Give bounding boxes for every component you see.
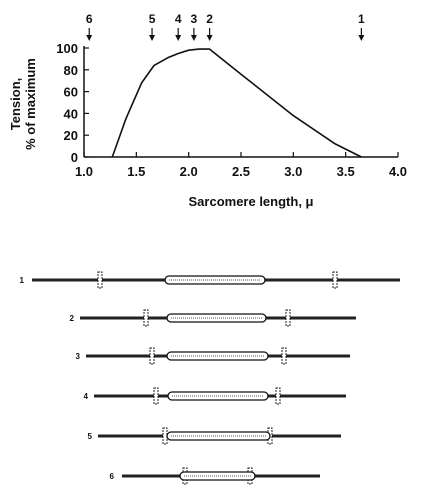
thin-filament-left [102, 278, 165, 282]
sarcomere-diagram: 1 2 3 4 5 6 [20, 271, 400, 485]
outer-thin-filament-right [252, 474, 320, 478]
length-marker-label: 6 [86, 12, 93, 26]
chart-layer: 1.0 1.5 2.0 2.5 3.0 3.5 4.0 0 20 40 60 80 100 Sarcome… [8, 12, 407, 209]
x-tick-label: 4.0 [389, 164, 407, 179]
sarcomere-row: 3 [76, 347, 350, 365]
outer-thin-filament-left [32, 278, 98, 282]
z-line [143, 309, 149, 327]
z-line [153, 387, 159, 405]
outer-thin-filament-right [290, 316, 356, 320]
length-marker-label: 1 [358, 12, 365, 26]
outer-thin-filament-left [94, 394, 154, 398]
thin-filament-right [265, 278, 333, 282]
outer-thin-filament-right [280, 394, 346, 398]
x-tick-label: 3.5 [337, 164, 355, 179]
length-marker-label: 3 [191, 12, 198, 26]
outer-thin-filament-left [98, 434, 163, 438]
sarcomere-row-label: 6 [110, 472, 115, 481]
thick-filament [166, 431, 271, 441]
sarcomere-row-label: 4 [84, 392, 89, 401]
length-marker-arrow-head [358, 35, 365, 41]
outer-thin-filament-left [80, 316, 144, 320]
sarcomere-row: 5 [88, 427, 341, 445]
y-axis-title-line: % of maximum [23, 58, 38, 150]
z-line [275, 387, 281, 405]
length-marker-arrow-head [175, 35, 182, 41]
length-marker-arrow-head [149, 35, 156, 41]
x-tick-label: 2.5 [232, 164, 250, 179]
y-axis-title: Tension,% of maximum [8, 58, 38, 150]
sarcomere-row: 6 [110, 467, 320, 485]
x-tick-label: 3.0 [284, 164, 302, 179]
z-line [97, 271, 103, 289]
tension-curve [111, 48, 362, 158]
x-tick-label: 1.0 [75, 164, 93, 179]
x-tick-label: 1.5 [127, 164, 145, 179]
sarcomere-row: 1 [20, 271, 400, 289]
length-marker-label: 5 [149, 12, 156, 26]
outer-thin-filament-right [272, 434, 341, 438]
z-line [281, 347, 287, 365]
y-tick-label: 0 [71, 150, 78, 165]
length-marker-arrow-head [206, 35, 213, 41]
y-tick-label: 100 [56, 41, 78, 56]
y-tick-label: 20 [64, 128, 78, 143]
sarcomere-row: 4 [84, 387, 346, 405]
length-marker-label: 2 [206, 12, 213, 26]
outer-thin-filament-right [286, 354, 350, 358]
outer-thin-filament-right [337, 278, 400, 282]
sarcomere-row-label: 5 [88, 432, 93, 441]
length-marker-arrow-head [190, 35, 197, 41]
sarcomere-row-label: 2 [70, 314, 75, 323]
x-tick-label: 2.0 [180, 164, 198, 179]
z-line [285, 309, 291, 327]
outer-thin-filament-left [122, 474, 183, 478]
length-marker-arrow-head [86, 35, 93, 41]
y-tick-label: 80 [64, 63, 78, 78]
y-axis-title-line: Tension, [8, 78, 23, 130]
length-marker-label: 4 [175, 12, 182, 26]
outer-thin-filament-left [86, 354, 150, 358]
x-axis-title: Sarcomere length, μ [189, 194, 314, 209]
sarcomere-row-label: 1 [20, 276, 25, 285]
z-line [332, 271, 338, 289]
thick-filament [166, 313, 267, 323]
y-tick-label: 60 [64, 85, 78, 100]
thick-filament [179, 471, 256, 481]
sarcomere-row: 2 [70, 309, 356, 327]
y-tick-label: 40 [64, 106, 78, 121]
sarcomere-row-label: 3 [76, 352, 81, 361]
z-line [149, 347, 155, 365]
